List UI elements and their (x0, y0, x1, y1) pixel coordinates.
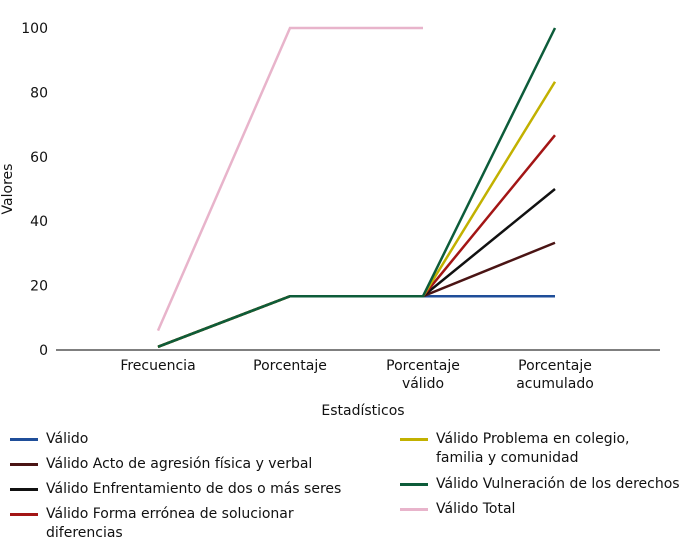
legend-swatch (10, 438, 38, 441)
legend-label: Válido Total (436, 501, 516, 517)
legend-swatch (400, 483, 428, 486)
series-line (157, 27, 557, 348)
legend-swatch (10, 513, 38, 516)
legend-item: Válido Problema en colegio, familia y com… (400, 430, 630, 468)
x-tick-label: válido (402, 376, 444, 392)
legend-label: Válido Acto de agresión física y verbal (46, 456, 313, 472)
y-axis-label: Valores (0, 164, 16, 215)
y-tick-label: 100 (21, 21, 48, 37)
legend-swatch (400, 438, 428, 441)
series-line (156, 26, 423, 332)
x-tick-label: acumulado (516, 376, 594, 392)
legend-item: Válido (10, 430, 88, 449)
x-tick-label: Porcentaje (253, 358, 327, 374)
legend-label: Válido Forma errónea de solucionar difere… (46, 506, 294, 539)
legend-item: Válido Enfrentamiento de dos o más seres (10, 480, 341, 499)
x-axis-label: Estadísticos (321, 403, 404, 419)
legend-item: Válido Vulneración de los derechos (400, 475, 680, 494)
legend-label: Válido Vulneración de los derechos (436, 476, 680, 492)
y-tick-label: 20 (30, 279, 48, 295)
x-tick-label: Frecuencia (120, 358, 195, 374)
legend-label: Válido Problema en colegio, familia y com… (436, 431, 630, 466)
legend-label: Válido (46, 431, 89, 447)
series-line (157, 134, 556, 348)
y-tick-label: 40 (30, 214, 48, 230)
legend-swatch (10, 488, 38, 491)
y-tick-label: 80 (30, 85, 48, 101)
x-tick-label: Porcentaje (386, 358, 460, 374)
legend-item: Válido Forma errónea de solucionar difere… (10, 505, 294, 539)
legend-item: Válido Acto de agresión física y verbal (10, 455, 312, 474)
legend-swatch (400, 508, 428, 511)
series-line (157, 81, 557, 348)
series-line (157, 241, 556, 348)
legend-item: Válido Total (400, 500, 515, 519)
x-tick-label: Porcentaje (518, 358, 592, 374)
series-line (157, 294, 555, 348)
legend-label: Válido Enfrentamiento de dos o más seres (46, 481, 342, 497)
y-tick-label: 0 (39, 343, 48, 359)
legend-swatch (10, 463, 38, 466)
y-tick-label: 60 (30, 150, 48, 166)
